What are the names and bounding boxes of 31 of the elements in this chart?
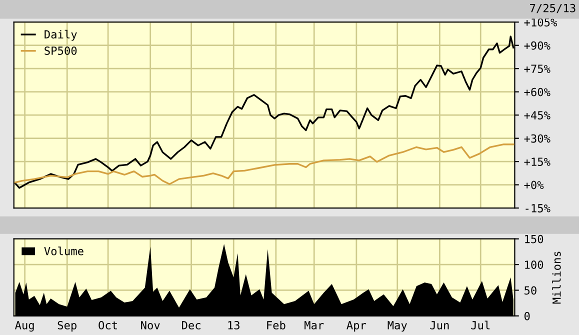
legend-label: SP500 [44, 46, 77, 55]
legend-label: Volume [44, 246, 84, 256]
x-tick-label: Feb [267, 320, 286, 330]
y-tick-label: 100 [525, 260, 544, 269]
line-series [14, 144, 514, 186]
y-tick-label: +90% [524, 41, 550, 50]
x-tick-label: May [388, 321, 407, 332]
y-tick-label: +45% [524, 111, 550, 120]
y-tick-label: +30% [524, 134, 550, 143]
x-tick-label: Nov [141, 321, 160, 330]
y-tick-label: +0% [524, 180, 544, 190]
x-tick-label: Dec [182, 321, 200, 330]
x-tick-label: 13 [228, 321, 240, 330]
x-tick-label: Mar [304, 321, 324, 330]
x-tick-label: Aug [14, 321, 34, 332]
x-tick-label: Jun [430, 321, 449, 330]
x-tick-label: Sep [58, 321, 76, 332]
y-tick-label: +105% [524, 18, 558, 27]
y-tick-label: -15% [526, 204, 550, 212]
x-tick-label: Apr [346, 321, 366, 332]
y-tick-label: 150 [525, 234, 544, 244]
y-tick-label: +15% [524, 158, 550, 166]
y-tick-label: 0 [524, 312, 530, 320]
text: 7/25/13 [530, 4, 576, 14]
x-tick-label: Jul [471, 320, 490, 330]
y-axis-title: Millions [552, 252, 561, 304]
legend-label: Daily [44, 30, 77, 41]
x-tick-label: Oct [98, 321, 117, 330]
y-tick-label: +60% [524, 88, 550, 96]
y-tick-label: 50 [524, 286, 536, 295]
y-tick-label: +75% [524, 64, 550, 73]
